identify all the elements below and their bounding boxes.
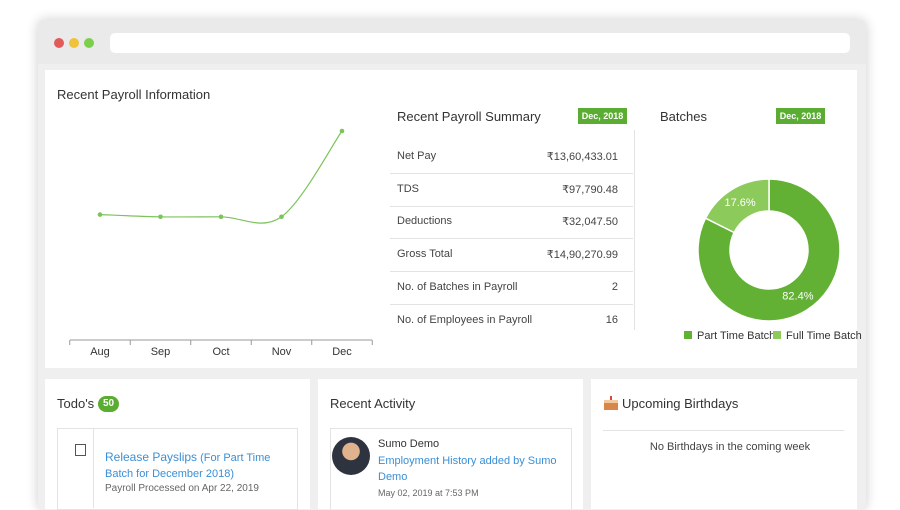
- point: [158, 214, 163, 220]
- row-separator: [390, 271, 633, 273]
- avatar: [332, 437, 370, 475]
- close-dot[interactable]: [54, 38, 64, 48]
- todo-status: Payroll Processed on Apr 22, 2019: [105, 483, 259, 494]
- todo-card: [45, 379, 310, 509]
- legend-swatch: [684, 331, 692, 339]
- row-separator: [390, 173, 633, 174]
- row-value: ₹97,790.48: [562, 183, 618, 196]
- point: [279, 214, 284, 220]
- row-label: TDS: [397, 182, 419, 195]
- summary-title: Recent Payroll Summary: [397, 109, 541, 124]
- todo-text[interactable]: Release Payslips (For Part Time Batch fo…: [105, 449, 290, 482]
- point: [339, 128, 345, 134]
- donut-slice: [697, 178, 841, 322]
- row-value: ₹13,60,433.01: [546, 151, 618, 163]
- row-label: No. of Employees in Payroll: [397, 313, 533, 326]
- batches-title: Batches: [660, 109, 707, 124]
- birthday-separator: [603, 430, 844, 431]
- row-value: ₹14,90,270.99: [546, 249, 618, 262]
- slice-label: 17.6%: [725, 197, 756, 209]
- divider: [634, 130, 635, 330]
- row-value: 16: [605, 313, 618, 326]
- batches-badge: Dec, 2018: [776, 108, 825, 124]
- line: [99, 130, 343, 224]
- x-tick-label: Aug: [90, 346, 110, 358]
- x-tick-label: Oct: [212, 346, 229, 358]
- donut-slice: [704, 178, 770, 234]
- point: [218, 214, 224, 220]
- activity-time: May 02, 2019 at 7:53 PM: [378, 488, 479, 498]
- maximize-dot[interactable]: [84, 38, 94, 48]
- row-separator: [390, 303, 633, 305]
- row-label: Gross Total: [397, 248, 453, 261]
- address-bar[interactable]: [110, 33, 850, 53]
- row-separator: [390, 238, 633, 240]
- legend-label: Full Time Batch: [786, 330, 862, 342]
- birthday-empty: No Birthdays in the coming week: [649, 441, 811, 453]
- row-label: Deductions: [397, 215, 453, 228]
- birthday-card: [591, 379, 857, 509]
- slice-label: 82.4%: [782, 291, 813, 303]
- row-label: No. of Batches in Payroll: [397, 280, 518, 293]
- row-separator: [390, 205, 633, 207]
- cake-icon: [604, 396, 618, 410]
- payroll-info-title: Recent Payroll Information: [57, 87, 211, 102]
- minimize-dot[interactable]: [69, 38, 79, 48]
- activity-action[interactable]: Employment History added by Sumo Demo: [378, 455, 557, 483]
- todo-title: Todo's: [57, 396, 95, 411]
- x-tick-label: Nov: [272, 346, 292, 358]
- todo-note: (For Part Time Batch for December 2018): [105, 452, 271, 480]
- x-tick-label: Sep: [151, 346, 171, 358]
- row-value: 2: [611, 280, 618, 293]
- legend-swatch: [773, 331, 781, 339]
- activity-title: Recent Activity: [330, 396, 416, 411]
- x-tick-label: Dec: [332, 346, 352, 358]
- todo-divider: [93, 428, 94, 508]
- legend-label: Part Time Batch: [697, 330, 775, 342]
- activity-user: Sumo Demo: [378, 438, 440, 450]
- activity-item: [330, 428, 572, 509]
- todo-count: 50: [98, 396, 119, 412]
- todo-link[interactable]: Release Payslips: [105, 450, 198, 464]
- row-value: ₹32,047.50: [562, 216, 618, 229]
- birthdays-title: Upcoming Birthdays: [622, 396, 739, 411]
- todo-icon: [75, 444, 86, 456]
- summary-badge: Dec, 2018: [578, 108, 627, 124]
- point: [97, 212, 103, 217]
- row-label: Net Pay: [397, 150, 437, 162]
